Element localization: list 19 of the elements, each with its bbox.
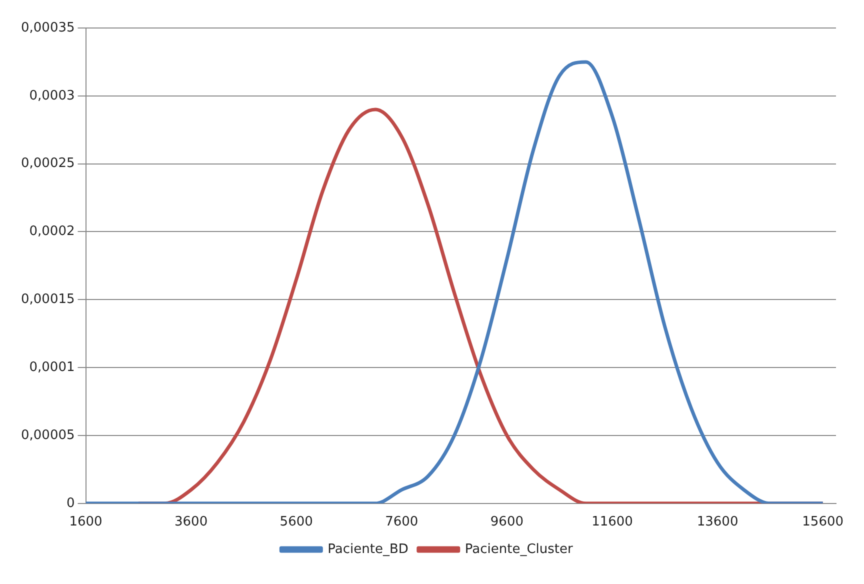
x-tick-label: 1600 bbox=[69, 514, 102, 530]
y-tick-label: 0,0002 bbox=[29, 224, 75, 240]
x-tick-label: 5600 bbox=[280, 514, 313, 530]
legend-label: Paciente_Cluster bbox=[464, 542, 574, 557]
y-tick-label: 0,0001 bbox=[29, 360, 75, 375]
y-tick-label: 0,00025 bbox=[20, 156, 75, 172]
y-tick-label: 0,00035 bbox=[20, 20, 75, 36]
y-tick-label: 0,00005 bbox=[20, 428, 75, 443]
x-tick-label: 7600 bbox=[385, 514, 418, 530]
x-tick-label: 15600 bbox=[802, 514, 844, 530]
line-series bbox=[86, 60, 825, 504]
x-tick-label: 11600 bbox=[592, 514, 633, 530]
y-tick-label: 0,00015 bbox=[20, 292, 75, 308]
x-tick-label: 13600 bbox=[696, 514, 738, 530]
y-tick-label: 0 bbox=[66, 496, 75, 511]
x-tick-label: 3600 bbox=[174, 514, 208, 530]
y-tick-label: 0,0003 bbox=[29, 88, 75, 104]
legend-label: Paciente_BD bbox=[328, 542, 408, 557]
x-tick-label: 9600 bbox=[490, 514, 524, 530]
